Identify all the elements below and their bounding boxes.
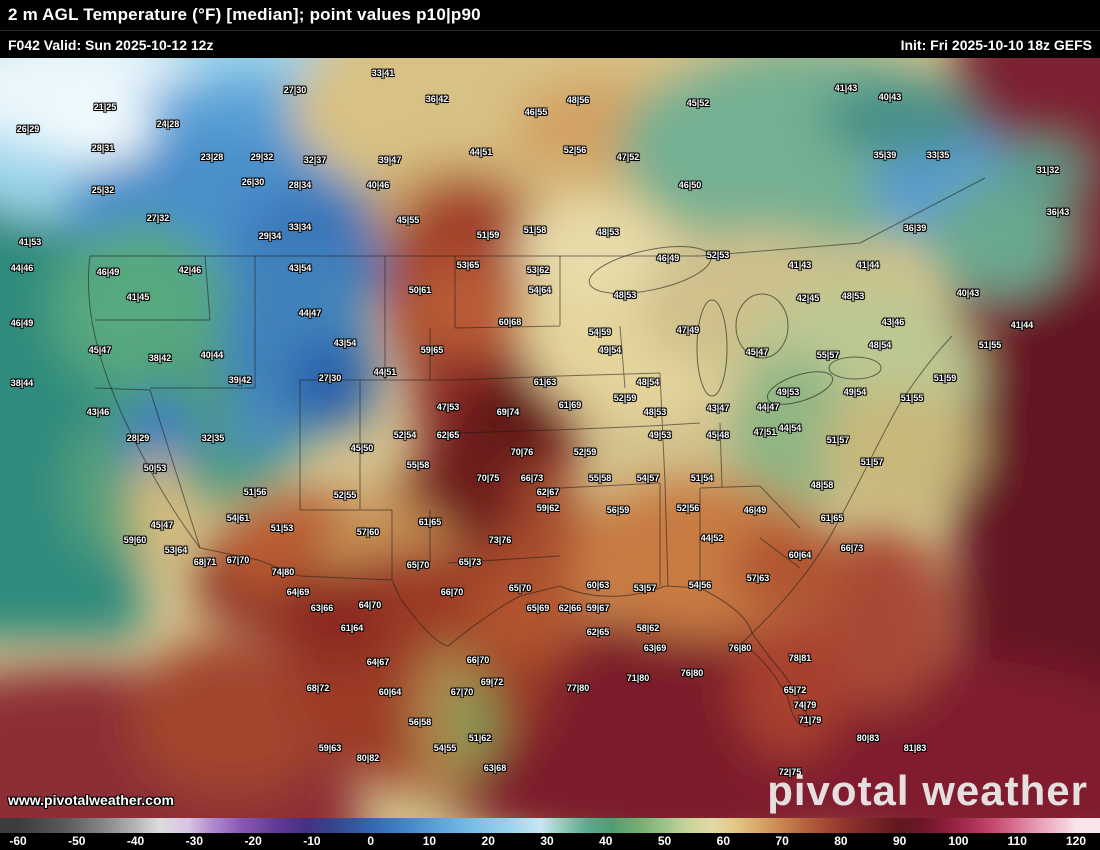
great-lakes (588, 246, 882, 405)
colorbar-tick-label: 50 (657, 834, 672, 848)
colorbar: -60 -50 -40 -30 -20 -10 0 10 20 30 40 50 60 70 80 90 100… (0, 818, 1100, 850)
colorbar-tick-label: 90 (892, 834, 907, 848)
colorbar-tick-label: -10 (303, 834, 321, 848)
site-url-watermark: www.pivotalweather.com (8, 792, 174, 808)
colorbar-tick-label: 10 (422, 834, 437, 848)
state-borders (87, 177, 986, 728)
colorbar-tick-label: 60 (716, 834, 731, 848)
title-bar: 2 m AGL Temperature (°F) [median]; point… (0, 0, 1100, 30)
colorbar-tick-label: 110 (1007, 834, 1027, 848)
colorbar-tick-label: 30 (540, 834, 554, 848)
colorbar-tick-label: 20 (481, 834, 495, 848)
map-title: 2 m AGL Temperature (°F) [median]; point… (8, 5, 481, 24)
colorbar-tick-label: -40 (126, 834, 145, 848)
colorbar-ticks: -60 -50 -40 -30 -20 -10 0 10 20 30 40 50 60 70 80 90 100… (0, 833, 1100, 850)
colorbar-tick-label: 100 (948, 834, 969, 848)
colorbar-tick-label: 0 (367, 834, 374, 848)
colorbar-tick-label: 40 (599, 834, 613, 848)
colorbar-tick-label: -60 (9, 834, 27, 848)
valid-time: F042 Valid: Sun 2025-10-12 12z (8, 36, 214, 53)
colorbar-tick-label: -30 (185, 834, 203, 848)
colorbar-tick-label: 120 (1065, 834, 1087, 848)
temperature-map (0, 58, 1100, 818)
colorbar-tick-label: -50 (68, 834, 86, 848)
temperature-field-svg (0, 58, 1100, 818)
colorbar-tick-label: 80 (834, 834, 848, 848)
brand-watermark: pivotal weather (767, 767, 1088, 814)
colorbar-tick-label: 70 (775, 834, 789, 848)
init-time: Init: Fri 2025-10-10 18z GEFS (900, 36, 1092, 53)
subtitle-bar: F042 Valid: Sun 2025-10-12 12z Init: Fri… (0, 30, 1100, 58)
colorbar-gradient (0, 818, 1100, 833)
colorbar-tick-label: -20 (244, 834, 262, 848)
